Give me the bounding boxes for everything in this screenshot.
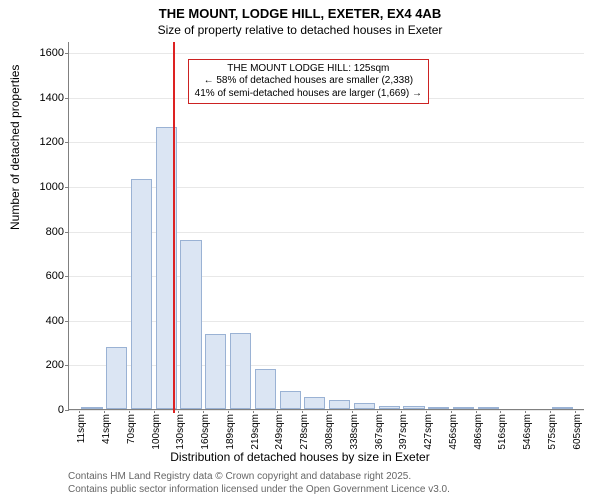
gridline [69,53,584,54]
histogram-bar [255,369,276,409]
ytick-label: 1000 [40,181,69,193]
histogram-bar [478,407,499,409]
histogram-bar [230,333,251,409]
xtick-label: 11sqm [71,409,87,443]
histogram-bar [180,240,201,410]
chart-title: THE MOUNT, LODGE HILL, EXETER, EX4 4AB [0,6,600,21]
xtick-label: 397sqm [393,409,409,450]
ytick-label: 800 [46,226,69,238]
histogram-bar [379,406,400,409]
xtick-label: 160sqm [195,409,211,450]
x-axis-label: Distribution of detached houses by size … [0,450,600,464]
xtick-label: 338sqm [344,409,360,450]
xtick-label: 427sqm [418,409,434,450]
xtick-label: 308sqm [319,409,335,450]
ytick-label: 1400 [40,92,69,104]
xtick-label: 516sqm [492,409,508,450]
annotation-line: 41% of semi-detached houses are larger (… [195,88,422,101]
xtick-label: 219sqm [245,409,261,450]
xtick-label: 575sqm [542,409,558,450]
annotation-line: THE MOUNT LODGE HILL: 125sqm [195,63,422,76]
histogram-bar [403,406,424,409]
plot-area: 0200400600800100012001400160011sqm41sqm7… [68,42,584,410]
histogram-bar [280,391,301,409]
xtick-label: 189sqm [220,409,236,450]
histogram-bar [304,397,325,409]
xtick-label: 367sqm [369,409,385,450]
xtick-label: 100sqm [146,409,162,450]
histogram-bar [552,407,573,409]
xtick-label: 249sqm [269,409,285,450]
ytick-label: 0 [58,404,69,416]
ytick-label: 1600 [40,47,69,59]
histogram-bar [329,400,350,409]
annotation-line: ← 58% of detached houses are smaller (2,… [195,75,422,88]
ytick-label: 1200 [40,136,69,148]
gridline [69,142,584,143]
xtick-label: 70sqm [121,409,137,444]
y-axis-label: Number of detached properties [8,65,22,230]
histogram-bar [453,407,474,409]
xtick-label: 278sqm [294,409,310,450]
attribution-line: Contains HM Land Registry data © Crown c… [68,471,450,484]
chart-container: { "title": "THE MOUNT, LODGE HILL, EXETE… [0,0,600,500]
gridline [69,410,584,411]
xtick-label: 130sqm [170,409,186,450]
ytick-label: 600 [46,270,69,282]
histogram-bar [106,347,127,409]
histogram-bar [81,407,102,409]
annotation-box: THE MOUNT LODGE HILL: 125sqm← 58% of det… [188,59,429,105]
ytick-label: 400 [46,315,69,327]
histogram-bar [428,407,449,409]
attribution-line: Contains public sector information licen… [68,484,450,497]
histogram-bar [354,403,375,409]
attribution-text: Contains HM Land Registry data © Crown c… [68,471,450,496]
ytick-label: 200 [46,359,69,371]
reference-line [173,42,175,413]
histogram-bar [131,179,152,409]
xtick-label: 486sqm [468,409,484,450]
xtick-label: 41sqm [96,409,112,444]
histogram-bar [205,334,226,409]
xtick-label: 546sqm [517,409,533,450]
chart-subtitle: Size of property relative to detached ho… [0,23,600,37]
xtick-label: 456sqm [443,409,459,450]
xtick-label: 605sqm [567,409,583,450]
